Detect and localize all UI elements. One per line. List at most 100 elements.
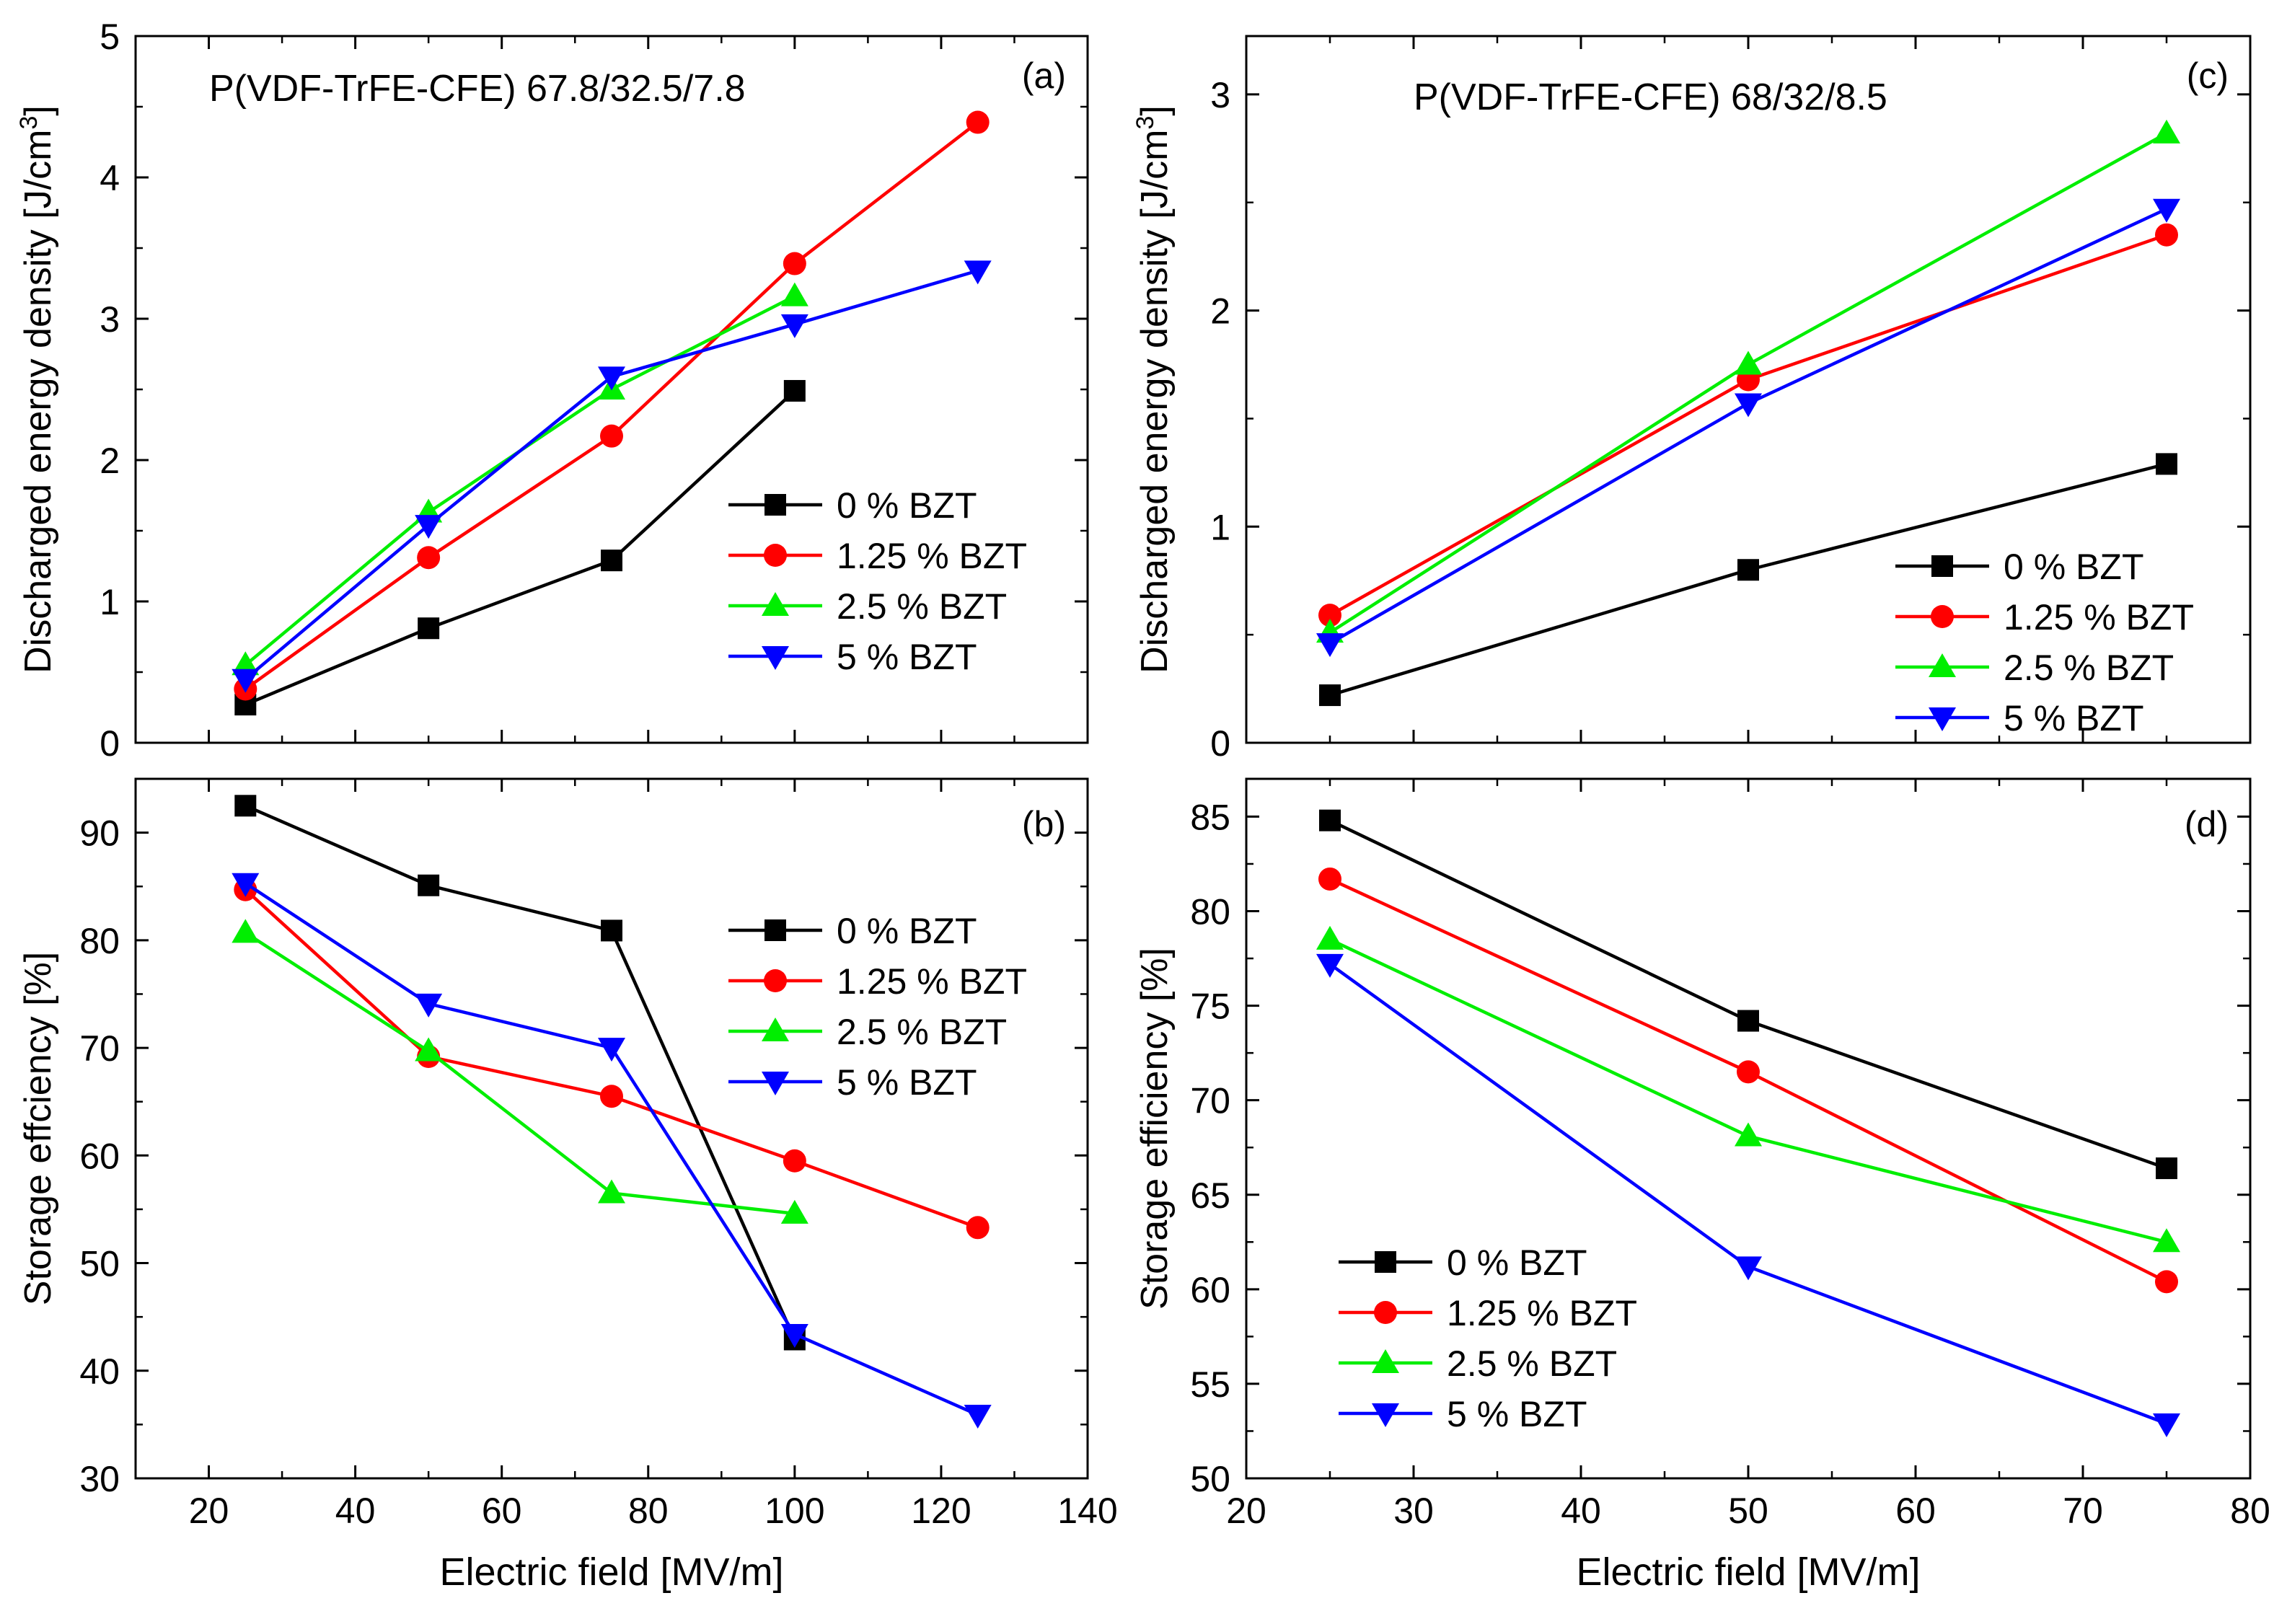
x-tick-label: 80 <box>628 1491 669 1531</box>
legend-label: 5 % BZT <box>837 1062 977 1103</box>
series-2 <box>1316 925 2180 1253</box>
y-axis-label-main: Discharged energy density [J/cm <box>17 130 59 674</box>
y-tick-label: 80 <box>79 921 120 961</box>
legend-label: 0 % BZT <box>2004 547 2143 587</box>
legend-marker <box>1372 1349 1399 1373</box>
y-tick-label: 5 <box>100 17 120 57</box>
legend-label: 2.5 % BZT <box>837 586 1007 627</box>
y-tick-label: 50 <box>79 1244 120 1284</box>
y-tick-label: 3 <box>1210 75 1230 115</box>
series-line <box>244 804 796 1341</box>
y-tick-label: 50 <box>1190 1459 1230 1499</box>
data-point <box>780 314 808 338</box>
y-tick-label: 90 <box>79 813 120 854</box>
data-point <box>783 379 806 402</box>
data-point <box>600 424 623 448</box>
legend-label: 2.5 % BZT <box>1447 1343 1617 1384</box>
data-point <box>600 1085 623 1108</box>
panel-d: 20 30 40 50 60 70 80 50 55 60 65 70 75 80 85 Storage ef… <box>1134 777 2270 1594</box>
legend-marker <box>1931 555 1953 577</box>
legend-marker <box>1375 1251 1396 1273</box>
y-axis-label-main: Discharged energy density [J/cm <box>1134 130 1176 674</box>
x-tick-label: 70 <box>2063 1491 2103 1531</box>
y-tick-label: 60 <box>1190 1270 1230 1310</box>
data-point <box>2153 1228 2180 1253</box>
x-tick-label: 60 <box>482 1491 522 1531</box>
y-axis-label: Discharged energy density [J/cm3] <box>15 105 59 674</box>
legend-marker <box>764 969 787 992</box>
data-point <box>780 282 808 306</box>
data-point <box>415 515 443 539</box>
series-0 <box>1319 809 2177 1180</box>
series-0 <box>1319 453 2177 707</box>
data-point <box>2153 119 2180 144</box>
data-point <box>780 1324 808 1349</box>
data-point <box>418 617 440 640</box>
legend: 0 % BZT 1.25 % BZT 2.5 % BZT 5 % BZT <box>728 911 1027 1103</box>
data-point <box>2156 1157 2177 1180</box>
data-point <box>598 366 625 391</box>
y-axis-label-sup: 3 <box>1132 116 1159 130</box>
y-tick-label: 1 <box>100 582 120 622</box>
legend-label: 5 % BZT <box>1447 1394 1587 1434</box>
x-tick-label: 40 <box>335 1491 376 1531</box>
panel-annotation: P(VDF-TrFE-CFE) 67.8/32.5/7.8 <box>209 68 746 110</box>
data-point <box>1316 953 1344 978</box>
panel-annotation: P(VDF-TrFE-CFE) 68/32/8.5 <box>1414 76 1887 118</box>
data-point <box>1735 1256 1762 1281</box>
data-point <box>2155 1270 2178 1294</box>
legend: 0 % BZT 1.25 % BZT 2.5 % BZT 5 % BZT <box>1895 547 2194 738</box>
data-point <box>2153 198 2180 223</box>
y-axis-label: Storage effciency [%] <box>17 952 59 1305</box>
data-point <box>1316 925 1344 950</box>
x-tick-label: 140 <box>1057 1491 1117 1531</box>
data-point <box>601 919 622 942</box>
legend-marker <box>1929 653 1956 677</box>
data-point <box>415 993 443 1018</box>
data-point <box>232 873 260 897</box>
panel-b: 20 40 60 80 100 120 140 30 40 50 60 70 80 90 Storage e… <box>17 777 1118 1594</box>
legend-label: 1.25 % BZT <box>1447 1293 1637 1333</box>
data-point <box>2155 223 2178 247</box>
y-tick-label: 2 <box>100 441 120 481</box>
panel-label: (d) <box>2185 804 2229 844</box>
x-tick-label: 20 <box>189 1491 229 1531</box>
y-axis-label-end: ] <box>17 105 59 115</box>
data-point <box>1737 1060 1760 1084</box>
y-tick-label: 55 <box>1190 1364 1230 1405</box>
y-tick-label: 85 <box>1190 797 1230 837</box>
series-2 <box>232 919 808 1224</box>
x-tick-label: 120 <box>911 1491 971 1531</box>
y-tick-label: 70 <box>1190 1081 1230 1121</box>
y-tick-label: 65 <box>1190 1175 1230 1216</box>
series-0 <box>234 379 806 716</box>
legend-marker <box>762 1072 789 1095</box>
panel-label: (a) <box>1022 56 1066 96</box>
y-tick-label: 3 <box>100 299 120 340</box>
y-axis-label-main: Storage efficiency [%] <box>1134 948 1176 1310</box>
data-point <box>966 110 990 134</box>
x-tick-label: 50 <box>1728 1491 1768 1531</box>
data-point <box>1319 809 1341 831</box>
data-point <box>1316 633 1344 658</box>
y-tick-label: 30 <box>79 1459 120 1499</box>
data-point <box>601 550 622 572</box>
data-point <box>234 795 257 817</box>
series-1 <box>234 110 990 701</box>
y-axis-label: Storage efficiency [%] <box>1134 948 1176 1310</box>
data-point <box>1735 393 1762 418</box>
y-axis-label-sup: 3 <box>15 116 43 130</box>
y-tick-label: 70 <box>79 1028 120 1069</box>
data-point <box>783 1149 806 1173</box>
y-tick-label: 0 <box>100 723 120 764</box>
series-1 <box>1318 867 2178 1294</box>
y-tick-label: 4 <box>100 158 120 198</box>
legend-label: 2.5 % BZT <box>2004 648 2174 688</box>
x-tick-label: 100 <box>764 1491 824 1531</box>
x-tick-label: 40 <box>1561 1491 1601 1531</box>
y-tick-label: 1 <box>1210 507 1230 547</box>
data-point <box>417 546 441 570</box>
